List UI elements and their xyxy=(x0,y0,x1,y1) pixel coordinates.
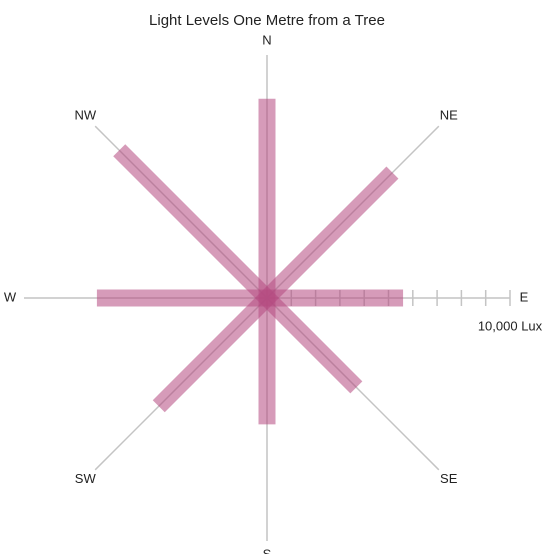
direction-label: N xyxy=(262,32,271,47)
direction-label: S xyxy=(263,546,272,554)
tick-label: 10,000 Lux xyxy=(478,318,543,333)
bar xyxy=(260,166,399,305)
direction-label: E xyxy=(520,289,529,304)
bar xyxy=(260,291,363,394)
direction-label: NE xyxy=(440,108,458,123)
chart-title: Light Levels One Metre from a Tree xyxy=(149,12,385,29)
direction-label: W xyxy=(4,289,17,304)
direction-label: SW xyxy=(75,471,97,486)
direction-label: NW xyxy=(74,108,96,123)
bar xyxy=(152,291,274,413)
bar xyxy=(113,144,274,305)
direction-label: SE xyxy=(440,471,458,486)
